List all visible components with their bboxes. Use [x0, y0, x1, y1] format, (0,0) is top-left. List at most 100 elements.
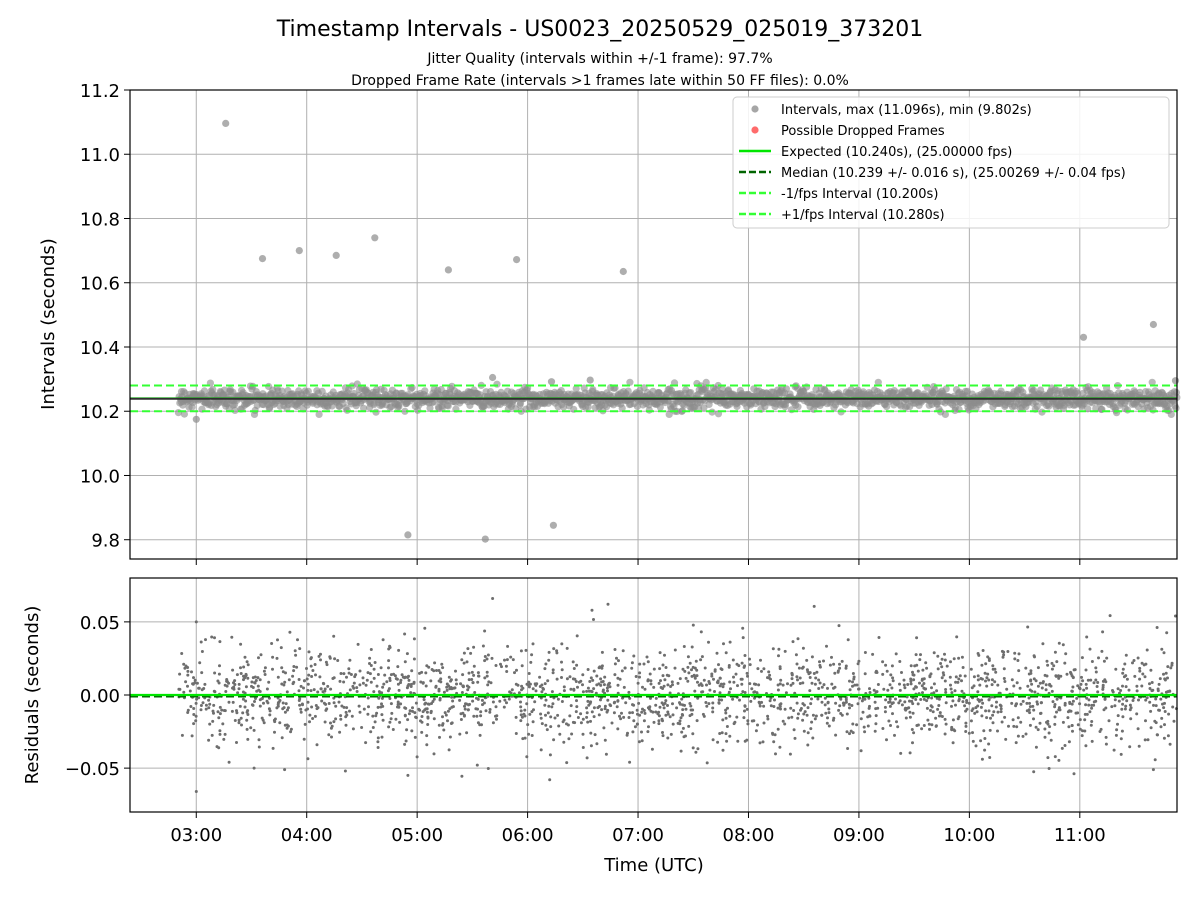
residual-point [1081, 679, 1085, 683]
residual-point [678, 677, 682, 681]
residual-point [364, 741, 368, 745]
residual-point [1107, 719, 1111, 723]
residual-point [589, 731, 593, 735]
residual-point [711, 738, 715, 742]
residual-point [916, 723, 920, 727]
residual-point [1120, 707, 1124, 711]
residual-point [1131, 699, 1135, 702]
residual-point [495, 717, 498, 721]
residual-point [971, 707, 975, 711]
residual-point [410, 669, 414, 673]
residual-point [1027, 696, 1031, 700]
residual-point [1121, 667, 1125, 671]
residual-point [465, 731, 469, 735]
residual-point [310, 675, 314, 678]
residual-point [888, 683, 892, 687]
residual-point [302, 679, 306, 683]
residual-point [929, 708, 932, 712]
legend-label: +1/fps Interval (10.280s) [781, 208, 945, 223]
residual-point [922, 686, 926, 690]
residual-point [382, 682, 386, 686]
residual-point [285, 690, 289, 694]
residual-point [867, 706, 871, 710]
residual-point [928, 675, 932, 679]
residual-point [204, 638, 207, 642]
residual-point [928, 727, 931, 731]
residual-point [243, 691, 247, 695]
residual-point [422, 698, 426, 702]
residual-point [788, 752, 792, 756]
residual-point [888, 704, 892, 708]
residual-point [757, 700, 761, 704]
residual-point [586, 720, 590, 724]
residual-point [716, 679, 720, 683]
residual-point [251, 716, 255, 720]
residual-point [500, 665, 503, 669]
residual-point [245, 710, 249, 714]
residual-point [568, 714, 572, 718]
residual-point [762, 704, 766, 708]
residual-point [1034, 725, 1038, 729]
residual-point [322, 701, 326, 705]
residual-point [851, 680, 854, 684]
residual-point [233, 679, 237, 683]
x-tick-label: 03:00 [170, 825, 222, 846]
residual-point [535, 682, 539, 686]
residual-point [302, 737, 306, 741]
residual-point [1044, 683, 1048, 687]
residual-point [319, 687, 323, 691]
residual-point [681, 713, 685, 717]
residual-point [627, 716, 631, 719]
residual-point [253, 700, 256, 703]
residual-point [1160, 647, 1164, 651]
residual-point [287, 678, 291, 682]
residual-point [779, 707, 782, 711]
residual-point [797, 666, 801, 670]
residual-point [1036, 728, 1040, 732]
residual-point [616, 699, 620, 703]
residual-point [1101, 630, 1105, 634]
residual-point [1036, 702, 1039, 706]
residual-point [592, 687, 596, 691]
residual-point [562, 689, 566, 693]
residual-point [981, 701, 985, 705]
residual-point [552, 647, 556, 651]
residual-point [352, 681, 356, 685]
residual-point [627, 690, 631, 694]
residual-point [748, 682, 752, 686]
residual-point [297, 678, 301, 681]
residual-point [987, 709, 991, 713]
residual-point [1079, 682, 1083, 686]
residual-point [376, 736, 380, 740]
residual-point [932, 651, 936, 655]
residual-point [250, 680, 254, 684]
residual-point [987, 678, 991, 682]
residual-point [483, 676, 487, 680]
residual-point [882, 687, 886, 691]
residual-point [1066, 716, 1070, 720]
residual-point [794, 653, 798, 657]
residual-point [282, 706, 286, 710]
residual-point [721, 685, 725, 689]
residual-point [556, 697, 560, 701]
residual-point [435, 669, 438, 672]
residual-point [890, 702, 894, 706]
residual-point [1014, 704, 1018, 708]
residual-point [213, 671, 217, 675]
residual-point [970, 686, 974, 690]
residual-point [239, 672, 243, 675]
residual-point [246, 676, 250, 680]
bottom-residual-points [177, 597, 1178, 793]
residual-point [895, 720, 898, 724]
residual-point [589, 719, 592, 723]
residual-point [329, 687, 333, 691]
residual-point [1053, 715, 1057, 719]
residual-point [954, 675, 958, 679]
residual-point [189, 705, 193, 708]
residual-point [458, 698, 462, 702]
residual-point [260, 716, 264, 720]
residual-point [445, 685, 449, 689]
residual-point [380, 702, 383, 706]
residual-point [310, 705, 314, 709]
residual-point [814, 714, 818, 718]
